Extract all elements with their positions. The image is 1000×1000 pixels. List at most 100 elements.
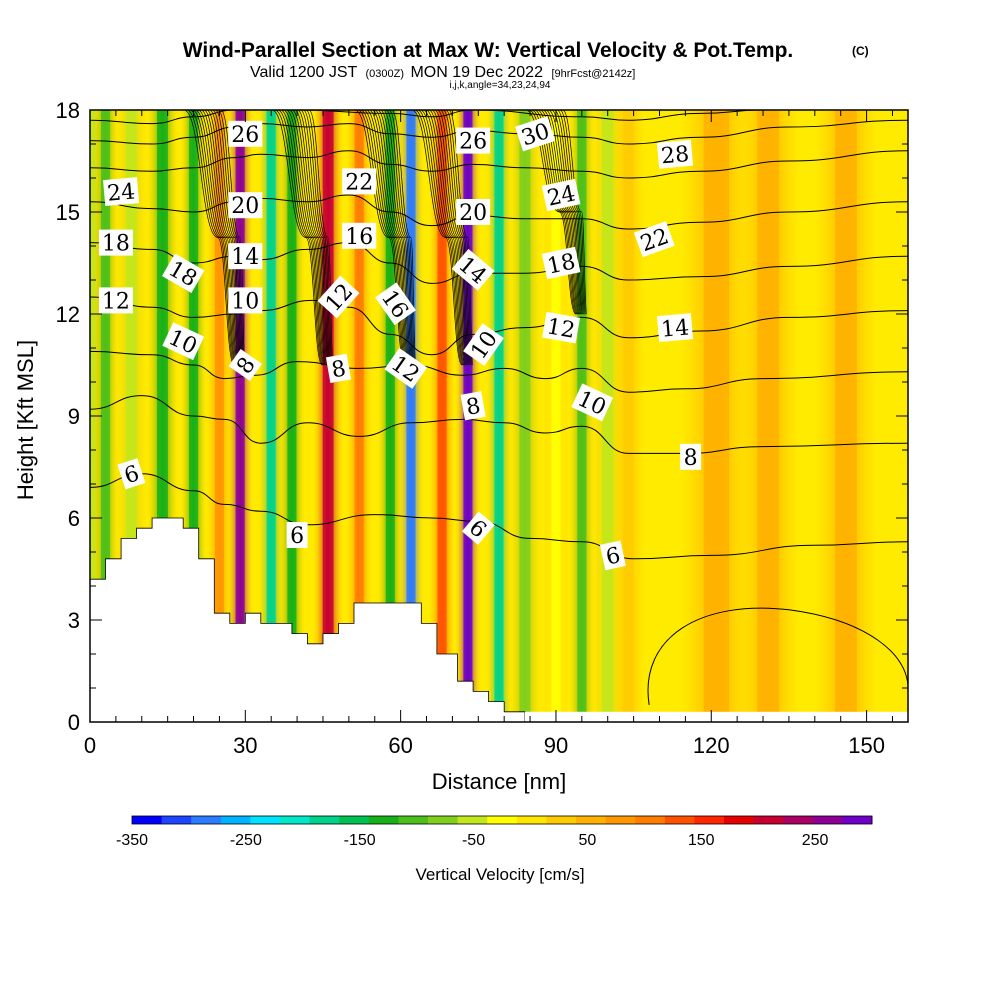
contour-label: 16 (342, 222, 377, 250)
fine-contour-line (217, 110, 245, 366)
subtitle-utc: (0300Z) (365, 68, 404, 80)
velocity-column-core (406, 110, 416, 722)
colorbar-swatch (398, 816, 429, 824)
contour-label-box (228, 287, 263, 314)
contour-label-text: 26 (231, 123, 259, 148)
contour-label: 24 (541, 178, 581, 212)
contour-label: 12 (542, 311, 581, 344)
velocity-column-core (703, 110, 730, 722)
contour-label-text: 12 (545, 314, 577, 343)
contour-label-box (103, 177, 140, 207)
colorbar-swatch (368, 816, 399, 824)
contour-label-box (162, 322, 205, 361)
colorbar-swatch (191, 816, 222, 824)
contour-label-text: 18 (102, 232, 130, 257)
colorbar-swatch (694, 816, 725, 824)
subtitle-fcst: [9hrFcst@2142z] (551, 68, 635, 80)
fine-contour-line (371, 110, 411, 366)
fine-contour-line (308, 110, 334, 366)
contour-label-box (384, 348, 428, 389)
contour-label-box (228, 192, 263, 219)
contour-label: 8 (460, 391, 486, 421)
contour-label-box (633, 221, 675, 258)
x-axis-title: Distance [nm] (432, 769, 567, 794)
contour-line-14 (90, 242, 908, 284)
fine-contour-line (420, 110, 465, 366)
fine-contour-line (212, 110, 244, 366)
contour-line-22 (90, 110, 764, 125)
terrain-layer (90, 517, 908, 722)
contour-label: 8 (325, 353, 352, 384)
velocity-column-core (385, 110, 395, 722)
contour-label-box (325, 353, 352, 384)
fine-contour-line (545, 110, 583, 315)
colorbar-swatch (487, 816, 518, 824)
colorbar-swatch (220, 816, 251, 824)
contour-label-box (571, 383, 614, 422)
contour-label-text: 14 (231, 245, 259, 270)
colorbar-swatch (250, 816, 281, 824)
fine-contour-line (274, 110, 324, 366)
fine-contour-line (291, 110, 329, 366)
fine-contour-line (360, 110, 408, 366)
axis-ticks: 0 30 60 90 120 150 0 3 6 9 12 15 18 (56, 98, 908, 758)
fine-contour-line (411, 110, 463, 366)
fine-contour-line (385, 110, 415, 366)
subtitle-date: MON 19 Dec 2022 (410, 64, 543, 81)
colorbar-tick-label: 250 (802, 832, 829, 849)
colorbar-frame (131, 815, 873, 825)
colorbar-swatch (783, 816, 814, 824)
colorbar-swatch (339, 816, 370, 824)
velocity-column-core (494, 110, 504, 722)
contour-label-box (680, 443, 702, 470)
fine-contour-line (414, 110, 464, 366)
contour-label: 18 (98, 229, 133, 257)
contour-label: 8 (680, 443, 702, 471)
fine-contour-line (380, 110, 414, 366)
velocity-column-core (577, 110, 587, 722)
fine-contour-line (391, 110, 417, 366)
x-tick-label: 60 (388, 733, 412, 758)
contour-label-box (541, 178, 581, 212)
contour-line-12 (90, 296, 908, 356)
colorbar-swatch (724, 816, 755, 824)
contour-line-20 (90, 119, 908, 145)
contour-label-box (599, 540, 626, 571)
velocity-column-core (322, 110, 334, 722)
x-tick-label: 30 (233, 733, 257, 758)
fine-contour-line (556, 110, 586, 315)
fine-contour-line (562, 110, 588, 315)
fine-contour-line (214, 110, 244, 366)
fine-contour-line (559, 110, 587, 315)
fine-contour-line (374, 110, 412, 366)
colorbar-tick-label: 150 (688, 832, 715, 849)
contour-label: 22 (342, 168, 377, 195)
terrain-floor (524, 711, 908, 722)
contour-line-low (647, 607, 908, 706)
fine-contour-line (209, 110, 243, 366)
contour-label-box (117, 458, 146, 490)
colorbar-swatch (635, 816, 666, 824)
fine-contour-line (280, 110, 326, 366)
fine-contour-line (553, 110, 585, 315)
velocity-column-core (266, 110, 276, 722)
fine-contour-line (368, 110, 410, 366)
x-tick-label: 90 (544, 733, 568, 758)
colorbar-swatch (309, 816, 340, 824)
fine-contour-line (206, 110, 242, 366)
contour-line-16 (90, 194, 908, 230)
contour-label-text: 22 (345, 170, 373, 195)
contour-label-text: 28 (660, 142, 690, 169)
y-tick-label: 3 (68, 608, 80, 633)
fine-contour-line (434, 110, 470, 366)
fine-contour-line (220, 110, 246, 366)
fine-contour-line (302, 110, 332, 366)
fine-contour-line (286, 110, 327, 366)
contour-line-6 (90, 473, 908, 560)
contour-line-10 (90, 350, 908, 393)
velocity-column-core (354, 110, 364, 722)
fine-contour-line (283, 110, 326, 366)
contour-label-text: 20 (459, 201, 487, 226)
contour-label-box (317, 275, 360, 319)
contour-label: 14 (656, 313, 694, 343)
